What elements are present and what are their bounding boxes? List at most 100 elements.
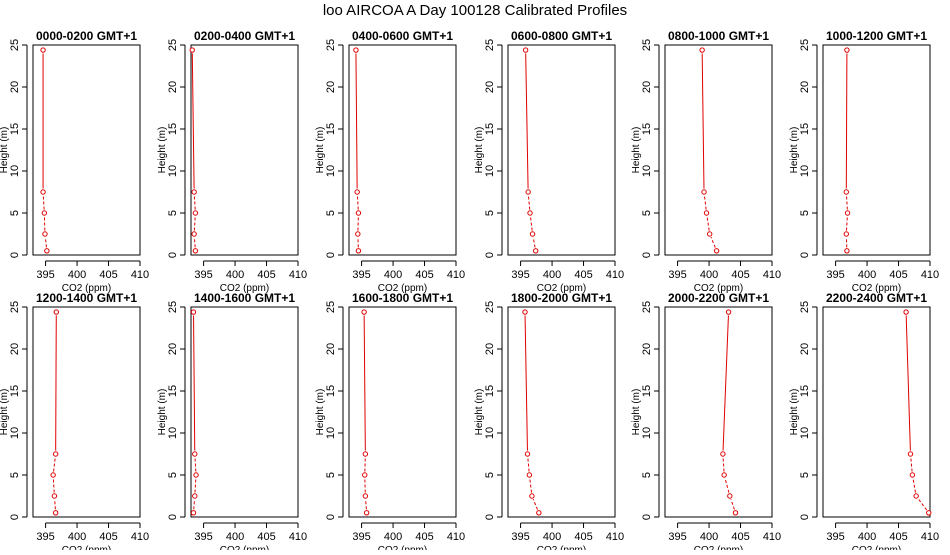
panel-12-profile-segment <box>911 457 912 471</box>
panel-11-x-tick-label: 410 <box>763 531 781 543</box>
panel-11-x-tick-label: 395 <box>668 531 686 543</box>
panel-7-point <box>54 310 58 314</box>
figure-title: loo AIRCOA A Day 100128 Calibrated Profi… <box>0 2 950 19</box>
panel-5-x-tick-label: 400 <box>700 269 718 281</box>
panel-9-profile-segment <box>364 316 365 451</box>
panel-10-point <box>525 452 529 456</box>
panel-2-y-label: Height (m) <box>157 127 168 174</box>
panel-12-point <box>904 310 908 314</box>
panel-12-point <box>914 494 918 498</box>
panel-5-y-label: Height (m) <box>631 127 642 174</box>
panel-6-y-tick-label: 5 <box>799 210 811 216</box>
panel-8-y-tick-label: 20 <box>167 343 179 355</box>
panel-11-y-tick-label: 5 <box>641 472 653 478</box>
panel-12-point <box>910 473 914 477</box>
panel-5-x-tick-label: 405 <box>731 269 749 281</box>
panel-8-y-tick-label: 5 <box>167 472 179 478</box>
panel-7-x-tick-label: 405 <box>99 531 117 543</box>
panel-7-x-tick-label: 400 <box>68 531 86 543</box>
panel-9-point <box>364 511 368 515</box>
panel-7-frame <box>33 307 140 517</box>
panel-5-profile-segment <box>707 216 709 230</box>
panel-12-x-tick-label: 405 <box>889 531 907 543</box>
panel-11-x-tick-label: 405 <box>731 531 749 543</box>
panel-1-x-tick-label: 405 <box>99 269 117 281</box>
panel-1-point <box>45 249 49 253</box>
panel-2-profile-segment <box>194 237 195 247</box>
panel-7-y-tick-label: 25 <box>9 301 21 313</box>
panel-1-x-tick-label: 400 <box>68 269 86 281</box>
panel-4-profile-segment <box>530 216 532 230</box>
panel-10-profile-segment <box>528 457 529 471</box>
panel-4-point <box>528 211 532 215</box>
panel-7-y-tick-label: 20 <box>9 343 21 355</box>
panel-4-point <box>526 190 530 194</box>
panel-7-profile-segment <box>53 478 54 492</box>
panel-9-x-tick-label: 410 <box>447 531 465 543</box>
panel-11-y-tick-label: 20 <box>641 343 653 355</box>
panel-9-point <box>363 494 367 498</box>
panel-6-profile-segment <box>846 54 847 189</box>
panel-2-profile-segment <box>192 54 194 189</box>
panel-9-title: 1600-1800 GMT+1 <box>352 291 453 305</box>
panel-7-y-tick-label: 10 <box>9 427 21 439</box>
panel-12-x-tick-label: 400 <box>858 531 876 543</box>
panel-2-y-tick-label: 25 <box>167 39 179 51</box>
panel-3-point <box>356 211 360 215</box>
panel-8-title: 1400-1600 GMT+1 <box>194 291 295 305</box>
panel-2-frame <box>191 45 298 255</box>
panel-6-y-tick-label: 10 <box>799 165 811 177</box>
panel-5-y-tick-label: 20 <box>641 81 653 93</box>
panel-9-point <box>362 310 366 314</box>
panel-9-y-label: Height (m) <box>315 389 326 436</box>
panel-6-point <box>844 232 848 236</box>
panel-9-y-tick-label: 20 <box>325 343 337 355</box>
panel-11-x-tick-label: 400 <box>700 531 718 543</box>
panel-2-y-tick-label: 0 <box>167 252 179 258</box>
panel-6-y-tick-label: 25 <box>799 39 811 51</box>
panel-9-point <box>363 452 367 456</box>
panel-1-y-tick-label: 0 <box>9 252 21 258</box>
panel-1-y-tick-label: 15 <box>9 123 21 135</box>
panel-6-y-tick-label: 20 <box>799 81 811 93</box>
panel-7-y-tick-label: 5 <box>9 472 21 478</box>
panel-3-point <box>354 48 358 52</box>
panel-5-point <box>714 249 718 253</box>
panel-6-y-label: Height (m) <box>789 127 800 174</box>
panel-7-y-tick-label: 0 <box>9 514 21 520</box>
panel-11-profile-segment <box>723 457 724 471</box>
panel-1-title: 0000-0200 GMT+1 <box>36 29 137 43</box>
panel-4-x-tick-label: 395 <box>511 269 529 281</box>
panel-1-frame <box>33 45 140 255</box>
panel-1-y-tick-label: 25 <box>9 39 21 51</box>
panel-3-x-tick-label: 400 <box>384 269 402 281</box>
panel-10-y-tick-label: 10 <box>484 427 496 439</box>
panel-5-y-tick-label: 25 <box>641 39 653 51</box>
panel-3-point <box>355 190 359 194</box>
panel-2-y-tick-label: 20 <box>167 81 179 93</box>
panel-3-profile-segment <box>357 195 358 209</box>
panel-5-x-tick-label: 395 <box>668 269 686 281</box>
panel-10-x-tick-label: 405 <box>574 531 592 543</box>
panel-8-point <box>191 310 195 314</box>
panel-6-x-tick-label: 405 <box>889 269 907 281</box>
panel-3-title: 0400-0600 GMT+1 <box>352 29 453 43</box>
panel-4-y-tick-label: 20 <box>484 81 496 93</box>
panel-6-frame <box>823 45 930 255</box>
panel-6-point <box>845 48 849 52</box>
panel-4-profile-segment <box>528 195 529 209</box>
panel-8-x-tick-label: 400 <box>226 531 244 543</box>
panel-4-profile-segment <box>533 237 535 247</box>
panel-10-point <box>523 310 527 314</box>
panel-10-y-tick-label: 15 <box>484 385 496 397</box>
panel-10-x-tick-label: 410 <box>606 531 624 543</box>
panel-9-x-tick-label: 400 <box>384 531 402 543</box>
panel-1-y-tick-label: 10 <box>9 165 21 177</box>
panel-11-point <box>726 310 730 314</box>
panel-10-x-tick-label: 395 <box>511 531 529 543</box>
panel-2-point <box>190 48 194 52</box>
